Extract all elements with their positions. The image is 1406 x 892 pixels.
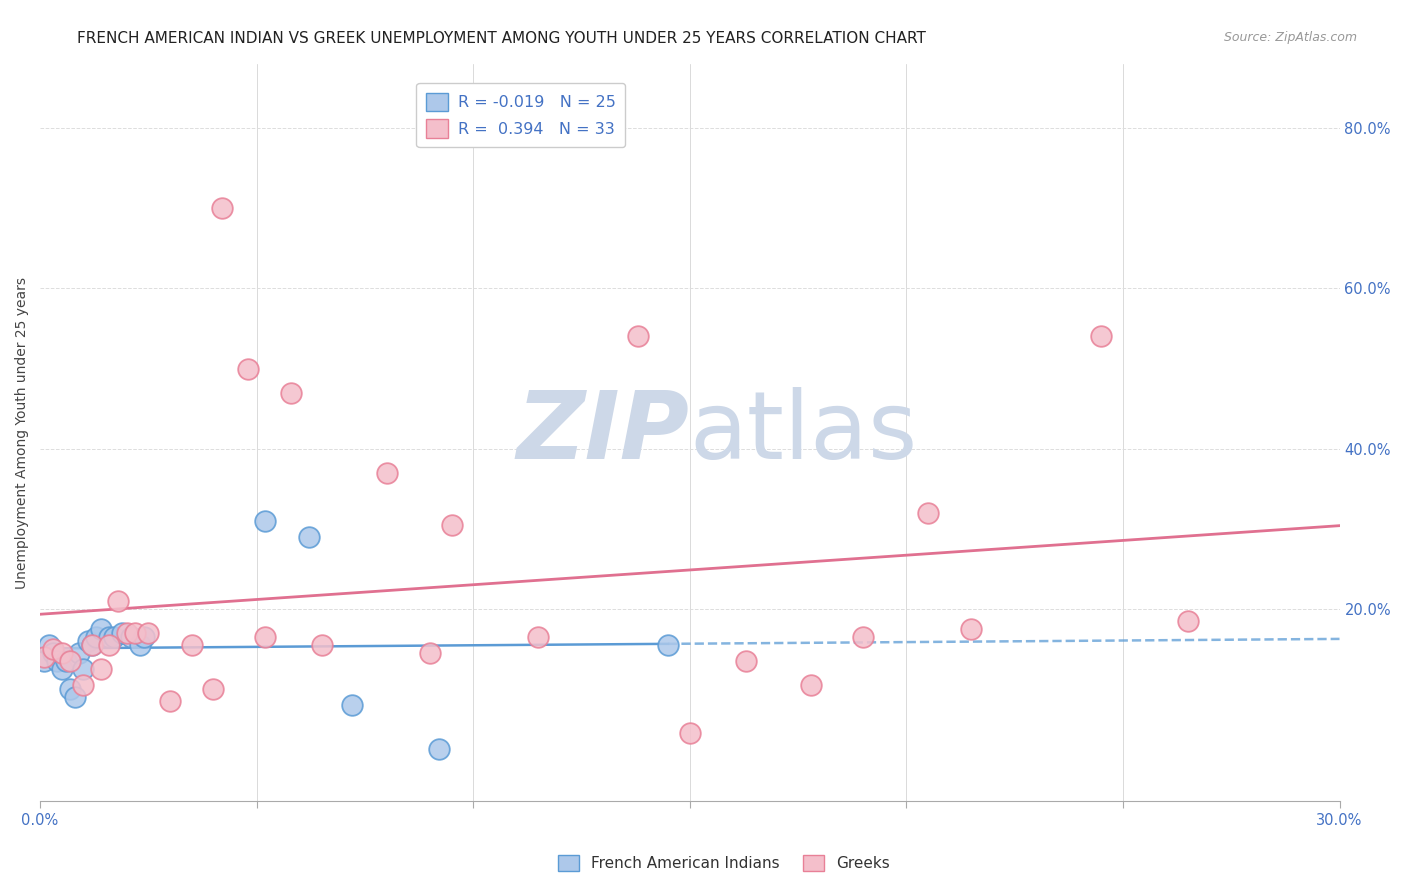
Point: [98, 638, 121, 652]
Point: [800, 678, 823, 692]
Point: [211, 201, 233, 215]
Legend: R = -0.019   N = 25, R =  0.394   N = 33: R = -0.019 N = 25, R = 0.394 N = 33: [416, 83, 626, 147]
Point: [254, 514, 277, 528]
Point: [72, 678, 94, 692]
Point: [38, 638, 60, 652]
Point: [427, 742, 450, 756]
Point: [98, 630, 121, 644]
Point: [527, 630, 550, 644]
Point: [236, 361, 259, 376]
Point: [42, 641, 65, 656]
Point: [51, 662, 73, 676]
Text: FRENCH AMERICAN INDIAN VS GREEK UNEMPLOYMENT AMONG YOUTH UNDER 25 YEARS CORRELAT: FRENCH AMERICAN INDIAN VS GREEK UNEMPLOY…: [77, 31, 927, 46]
Point: [107, 594, 129, 608]
Point: [254, 630, 277, 644]
Point: [76, 633, 98, 648]
Point: [298, 530, 321, 544]
Point: [340, 698, 363, 712]
Legend: French American Indians, Greeks: French American Indians, Greeks: [551, 849, 897, 877]
Point: [960, 622, 983, 636]
Point: [90, 622, 112, 636]
Point: [42, 646, 65, 660]
Point: [115, 626, 138, 640]
Point: [86, 630, 108, 644]
Point: [180, 638, 202, 652]
Point: [132, 630, 155, 644]
Point: [202, 681, 225, 696]
Point: [1177, 614, 1199, 628]
Point: [46, 654, 69, 668]
Point: [280, 385, 302, 400]
Point: [128, 638, 150, 652]
Point: [59, 654, 82, 668]
Point: [103, 630, 125, 644]
Point: [627, 329, 650, 343]
Text: Source: ZipAtlas.com: Source: ZipAtlas.com: [1223, 31, 1357, 45]
Point: [375, 466, 398, 480]
Point: [111, 626, 134, 640]
Point: [59, 681, 82, 696]
Point: [657, 638, 679, 652]
Point: [55, 654, 77, 668]
Point: [90, 662, 112, 676]
Point: [34, 649, 56, 664]
Point: [419, 646, 441, 660]
Point: [440, 517, 463, 532]
Point: [63, 690, 86, 704]
Text: ZIP: ZIP: [517, 386, 690, 479]
Point: [72, 662, 94, 676]
Point: [67, 646, 90, 660]
Point: [120, 630, 142, 644]
Point: [852, 630, 875, 644]
Point: [124, 626, 146, 640]
Point: [80, 638, 103, 652]
Point: [735, 654, 758, 668]
Point: [51, 646, 73, 660]
Point: [1090, 329, 1112, 343]
Point: [80, 638, 103, 652]
Point: [159, 694, 181, 708]
Text: atlas: atlas: [690, 386, 918, 479]
Y-axis label: Unemployment Among Youth under 25 years: Unemployment Among Youth under 25 years: [15, 277, 30, 589]
Point: [34, 654, 56, 668]
Point: [311, 638, 333, 652]
Point: [138, 626, 160, 640]
Point: [917, 506, 939, 520]
Point: [679, 726, 702, 740]
